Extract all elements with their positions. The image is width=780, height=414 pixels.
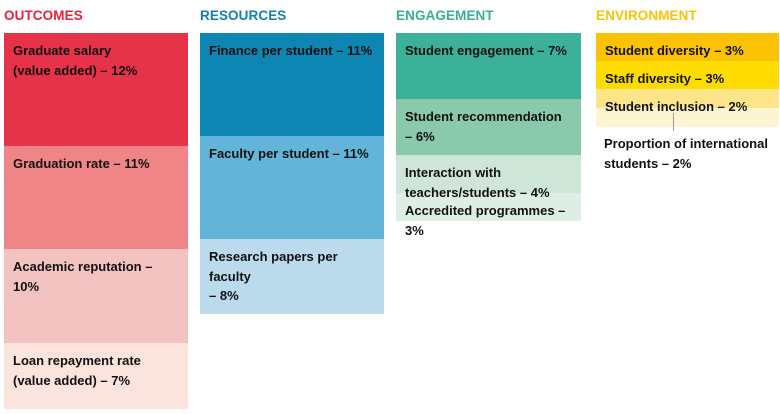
block-interaction-with-teachers-students: Interaction with teachers/students – 4% bbox=[396, 155, 581, 200]
block-label: Faculty per student – 11% bbox=[209, 146, 369, 161]
block-academic-reputation: Academic reputation – 10% bbox=[4, 249, 188, 343]
block-label: Loan repayment rate (value added) – 7% bbox=[13, 353, 141, 388]
block-student-diversity: Student diversity – 3% bbox=[596, 33, 779, 61]
block-graduate-salary: Graduate salary (value added) – 12% bbox=[4, 33, 188, 146]
block-label: Graduate salary (value added) – 12% bbox=[13, 43, 138, 78]
block-faculty-per-student: Faculty per student – 11% bbox=[200, 136, 384, 239]
connector-line bbox=[673, 113, 674, 131]
column-engagement: ENGAGEMENT Student engagement – 7% Stude… bbox=[396, 8, 581, 238]
outside-label-proportion-international-students: Proportion of international students – 2… bbox=[604, 136, 768, 171]
block-loan-repayment-rate: Loan repayment rate (value added) – 7% bbox=[4, 343, 188, 409]
block-graduation-rate: Graduation rate – 11% bbox=[4, 146, 188, 249]
environment-blocks: Student diversity – 3% Staff diversity –… bbox=[596, 33, 779, 127]
column-header-engagement: ENGAGEMENT bbox=[396, 8, 494, 23]
resources-blocks: Finance per student – 11% Faculty per st… bbox=[200, 33, 384, 314]
block-label: Student inclusion – 2% bbox=[605, 99, 748, 114]
block-label: Student engagement – 7% bbox=[405, 43, 567, 58]
block-student-inclusion: Student inclusion – 2% bbox=[596, 89, 779, 114]
engagement-blocks: Student engagement – 7% Student recommen… bbox=[396, 33, 581, 238]
block-research-papers-per-faculty: Research papers per faculty – 8% bbox=[200, 239, 384, 314]
column-outcomes: OUTCOMES Graduate salary (value added) –… bbox=[4, 9, 188, 409]
block-student-recommendation: Student recommendation – 6% bbox=[396, 99, 581, 155]
block-label: Research papers per faculty – 8% bbox=[209, 249, 338, 303]
block-accredited-programmes: Accredited programmes – 3% bbox=[396, 193, 581, 238]
block-proportion-international-students bbox=[596, 108, 779, 127]
block-label: Staff diversity – 3% bbox=[605, 71, 725, 86]
block-finance-per-student: Finance per student – 11% bbox=[200, 33, 384, 136]
block-label: Finance per student – 11% bbox=[209, 43, 373, 58]
column-resources: RESOURCES Finance per student – 11% Facu… bbox=[200, 9, 384, 314]
block-label: Student diversity – 3% bbox=[605, 43, 744, 58]
block-staff-diversity: Staff diversity – 3% bbox=[596, 61, 779, 89]
block-label: Interaction with teachers/students – 4% bbox=[405, 165, 550, 200]
column-header-environment: ENVIRONMENT bbox=[596, 8, 697, 23]
column-header-outcomes: OUTCOMES bbox=[4, 8, 83, 23]
column-header-resources: RESOURCES bbox=[200, 8, 287, 23]
outcomes-blocks: Graduate salary (value added) – 12% Grad… bbox=[4, 33, 188, 409]
block-student-engagement: Student engagement – 7% bbox=[396, 33, 581, 99]
column-environment: ENVIRONMENT Student diversity – 3% Staff… bbox=[596, 8, 779, 171]
block-label: Accredited programmes – 3% bbox=[405, 203, 566, 238]
block-label: Student recommendation – 6% bbox=[405, 109, 562, 144]
block-label: Academic reputation – 10% bbox=[13, 259, 153, 294]
block-label: Graduation rate – 11% bbox=[13, 156, 150, 171]
